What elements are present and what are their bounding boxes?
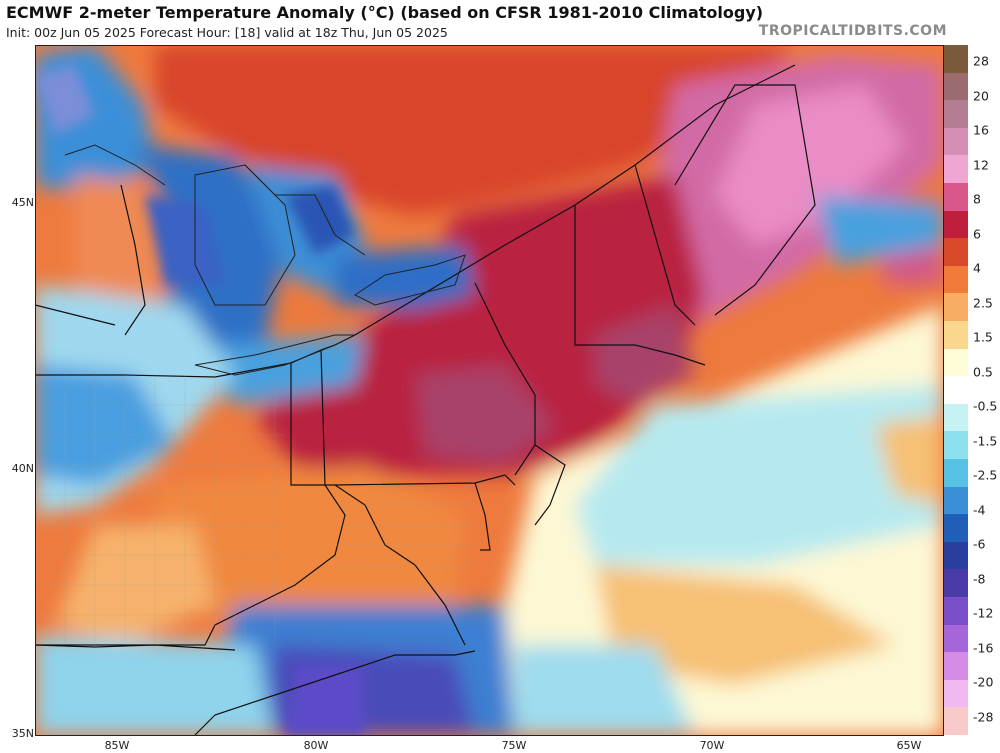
colorbar-segment bbox=[944, 265, 968, 294]
colorbar-segment bbox=[944, 652, 968, 681]
colorbar-label: 0.5 bbox=[973, 364, 993, 380]
colorbar-label: -1.5 bbox=[973, 433, 998, 449]
lat-label-35n: 35N bbox=[11, 727, 34, 740]
colorbar-segment bbox=[944, 155, 968, 184]
colorbar-segment bbox=[944, 569, 968, 598]
colorbar-label: -20 bbox=[973, 674, 994, 690]
colorbar-label: 28 bbox=[973, 53, 989, 69]
colorbar-label: 1.5 bbox=[973, 329, 993, 345]
colorbar-label: 4 bbox=[973, 260, 981, 276]
county-lines bbox=[35, 375, 475, 645]
site-brand: TROPICALTIDBITS.COM bbox=[758, 23, 947, 39]
colorbar-segment bbox=[944, 321, 968, 350]
colorbar-segment bbox=[944, 210, 968, 239]
colorbar-segment bbox=[944, 100, 968, 129]
anomaly-field bbox=[35, 45, 943, 735]
colorbar-segment bbox=[944, 293, 968, 322]
colorbar-segment bbox=[944, 72, 968, 101]
colorbar-label: -4 bbox=[973, 502, 986, 518]
lon-label-70w: 70W bbox=[699, 739, 725, 752]
colorbar-segment bbox=[944, 403, 968, 432]
lon-label-80w: 80W bbox=[303, 739, 329, 752]
map-title: ECMWF 2-meter Temperature Anomaly (°C) (… bbox=[6, 3, 764, 22]
colorbar-segment bbox=[944, 624, 968, 653]
colorbar-segment bbox=[944, 183, 968, 212]
colorbar-segment bbox=[944, 707, 968, 736]
colorbar-label: -8 bbox=[973, 571, 986, 587]
colorbar-label: 6 bbox=[973, 226, 981, 242]
colorbar-segment bbox=[944, 376, 968, 405]
colorbar-label: -12 bbox=[973, 605, 994, 621]
colorbar-label: 12 bbox=[973, 157, 989, 173]
colorbar-label: 16 bbox=[973, 122, 989, 138]
lake-outlines bbox=[64, 144, 466, 376]
colorbar-label: 2.5 bbox=[973, 295, 993, 311]
colorbar-segment bbox=[944, 486, 968, 515]
forecast-info: Init: 00z Jun 05 2025 Forecast Hour: [18… bbox=[6, 25, 448, 40]
colorbar-segment bbox=[944, 679, 968, 708]
colorbar-segment bbox=[944, 45, 968, 74]
colorbar-segment bbox=[944, 238, 968, 267]
lat-label-45n: 45N bbox=[11, 196, 34, 209]
colorbar-segment bbox=[944, 459, 968, 488]
colorbar-label: -28 bbox=[973, 709, 994, 725]
colorbar-segment bbox=[944, 127, 968, 156]
colorbar-label: 20 bbox=[973, 88, 989, 104]
colorbar bbox=[944, 45, 968, 736]
colorbar-label: -2.5 bbox=[973, 467, 998, 483]
colorbar-segment bbox=[944, 431, 968, 460]
colorbar-segment bbox=[944, 541, 968, 570]
colorbar-label: -16 bbox=[973, 640, 994, 656]
lon-label-85w: 85W bbox=[104, 739, 130, 752]
colorbar-label: -6 bbox=[973, 536, 986, 552]
colorbar-segment bbox=[944, 348, 968, 377]
lon-label-65w: 65W bbox=[896, 739, 922, 752]
lat-label-40n: 40N bbox=[11, 462, 34, 475]
colorbar-label: 8 bbox=[973, 191, 981, 207]
colorbar-label: -0.5 bbox=[973, 398, 998, 414]
lon-label-75w: 75W bbox=[501, 739, 527, 752]
temperature-anomaly-map bbox=[35, 45, 943, 735]
colorbar-segment bbox=[944, 514, 968, 543]
colorbar-segment bbox=[944, 597, 968, 626]
